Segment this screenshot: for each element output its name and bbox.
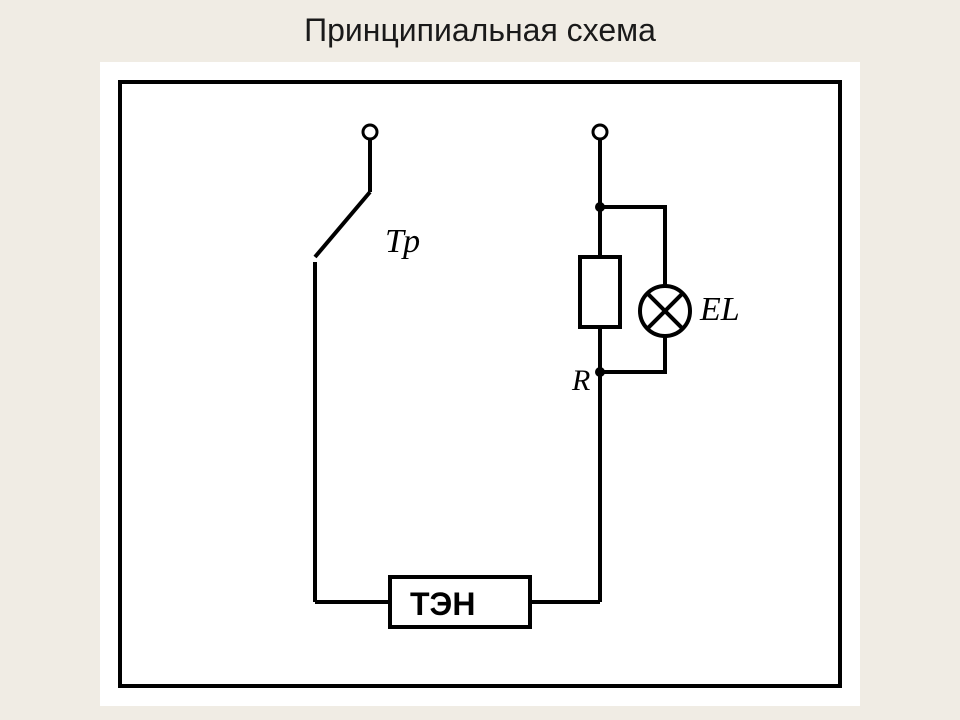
- label-lamp: EL: [699, 291, 740, 328]
- node-0: [595, 202, 605, 212]
- circuit-svg: Тр EL R ТЭН: [100, 62, 860, 706]
- label-switch: Тр: [385, 223, 420, 260]
- label-resistor: R: [571, 364, 590, 397]
- circuit-diagram: Тр EL R ТЭН: [100, 62, 860, 706]
- label-heater: ТЭН: [410, 586, 475, 622]
- terminal-1: [593, 125, 607, 139]
- title-line-1: Принципиальная схема: [304, 12, 656, 48]
- page: Принципиальная схема электроутюга ТрELRТ…: [0, 0, 960, 720]
- terminal-0: [363, 125, 377, 139]
- resistor: [580, 257, 620, 327]
- node-1: [595, 367, 605, 377]
